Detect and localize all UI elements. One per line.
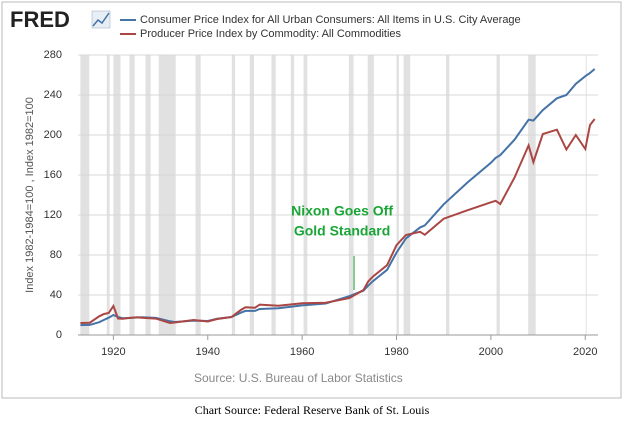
x-tick-label: 1980 bbox=[384, 346, 408, 358]
logo-icon bbox=[91, 10, 111, 29]
x-tick-label: 1960 bbox=[290, 346, 314, 358]
recession-band bbox=[396, 55, 399, 335]
y-tick-label: 240 bbox=[44, 89, 62, 101]
y-tick-label: 0 bbox=[56, 329, 62, 341]
legend-label: Producer Price Index by Commodity: All C… bbox=[140, 28, 402, 40]
y-tick-label: 280 bbox=[44, 49, 62, 61]
recession-band bbox=[303, 55, 308, 335]
x-tick-label: 1920 bbox=[101, 346, 125, 358]
recession-band bbox=[528, 55, 536, 335]
y-tick-label: 160 bbox=[44, 169, 62, 181]
recession-band bbox=[367, 55, 374, 335]
recession-band bbox=[158, 55, 176, 335]
recession-band bbox=[348, 55, 354, 335]
caption: Chart Source: Federal Reserve Bank of St… bbox=[195, 403, 430, 417]
recession-band bbox=[113, 55, 121, 335]
recession-band bbox=[145, 55, 151, 335]
y-tick-label: 120 bbox=[44, 209, 62, 221]
recession-band bbox=[446, 55, 450, 335]
recession-band bbox=[496, 55, 500, 335]
legend-label: Consumer Price Index for All Urban Consu… bbox=[140, 14, 521, 26]
recession-band bbox=[129, 55, 135, 335]
recession-band bbox=[231, 55, 236, 335]
logo: FRED bbox=[10, 7, 70, 32]
x-tick-label: 2000 bbox=[479, 346, 503, 358]
recession-band bbox=[290, 55, 295, 335]
series-line bbox=[80, 118, 596, 325]
chart-frame bbox=[1, 1, 622, 399]
y-tick-label: 200 bbox=[44, 129, 62, 141]
y-tick-label: 40 bbox=[50, 289, 62, 301]
annotation-text: Gold Standard bbox=[294, 223, 390, 239]
y-axis-label: Index 1982-1984=100 , Index 1982=100 bbox=[24, 97, 36, 293]
y-tick-label: 80 bbox=[50, 249, 62, 261]
x-tick-label: 2020 bbox=[573, 346, 597, 358]
recession-band bbox=[80, 55, 90, 335]
recession-band bbox=[403, 55, 411, 335]
source: Source: U.S. Bureau of Labor Statistics bbox=[194, 371, 403, 385]
recession-band bbox=[249, 55, 255, 335]
recession-band bbox=[585, 55, 587, 335]
annotation-text: Nixon Goes Off bbox=[291, 203, 393, 219]
recession-band bbox=[271, 55, 276, 335]
x-tick-label: 1940 bbox=[196, 346, 220, 358]
recession-band bbox=[195, 55, 201, 335]
recession-band bbox=[106, 55, 110, 335]
